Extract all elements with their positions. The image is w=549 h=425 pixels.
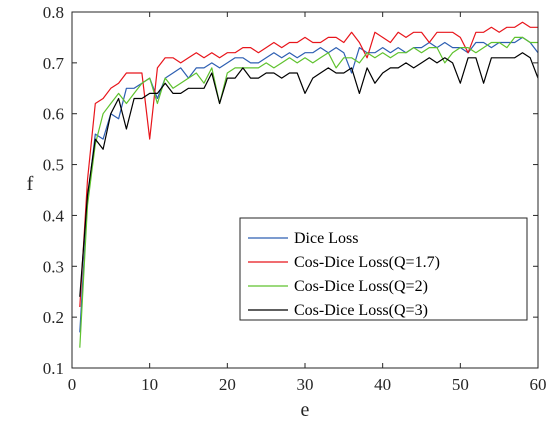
legend-label-2: Cos-Dice Loss(Q=1.7) <box>294 254 440 271</box>
y-tick-label: 0.1 <box>43 359 64 378</box>
x-tick-label: 60 <box>530 375 547 394</box>
x-tick-label: 10 <box>141 375 158 394</box>
legend-label-1: Dice Loss <box>294 230 358 247</box>
ticks-layer: 0 10 20 30 40 50 60 0.1 0.2 0.3 0.4 0.5 0.6 0.7 0.8 <box>43 3 547 394</box>
y-tick-label: 0.8 <box>43 3 64 22</box>
x-tick-label: 20 <box>219 375 236 394</box>
series-line-2 <box>79 21 538 308</box>
y-axis-label: f <box>27 173 34 195</box>
series-line-4 <box>79 52 539 297</box>
y-tick-label: 0.3 <box>43 257 64 276</box>
x-tick-label: 0 <box>68 375 77 394</box>
legend-label-4: Cos-Dice Loss(Q=3) <box>294 302 428 319</box>
y-tick-label: 0.4 <box>43 206 65 225</box>
legend: Dice Loss Cos-Dice Loss(Q=1.7) Cos-Dice Lo… <box>239 217 528 321</box>
series-line-3 <box>79 36 538 348</box>
y-tick-label: 0.7 <box>43 54 65 73</box>
x-axis-label: e <box>301 399 310 421</box>
legend-label-3: Cos-Dice Loss(Q=2) <box>294 278 428 295</box>
y-tick-label: 0.5 <box>43 156 64 175</box>
y-tick-label: 0.2 <box>43 308 64 327</box>
x-tick-label: 30 <box>297 375 314 394</box>
x-tick-label: 50 <box>452 375 469 394</box>
series-line-1 <box>79 36 539 333</box>
y-tick-label: 0.6 <box>43 105 64 124</box>
series-layer <box>79 21 539 348</box>
x-tick-label: 40 <box>374 375 391 394</box>
legend-box <box>239 217 528 321</box>
